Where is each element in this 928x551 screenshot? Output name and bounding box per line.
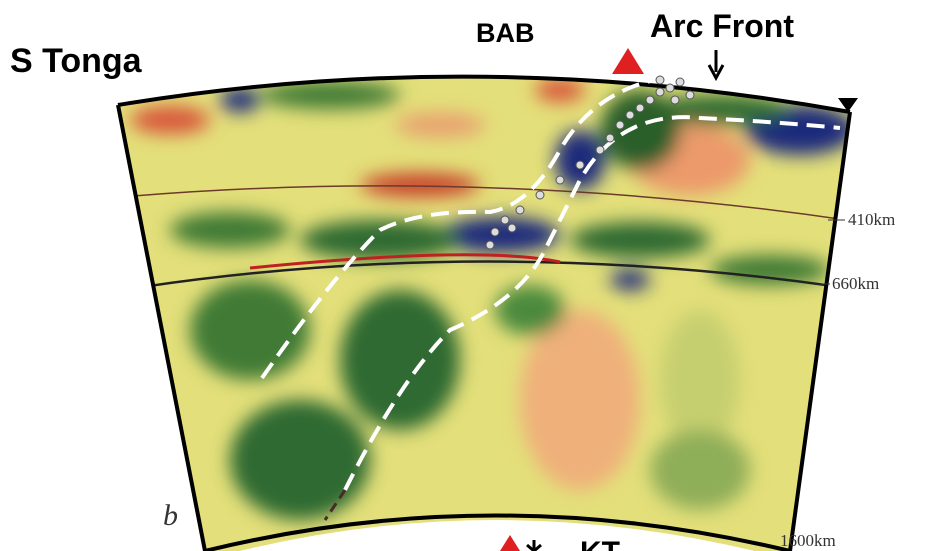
figure: S Tonga BAB Arc Front 410km 660km 1600km… xyxy=(0,0,928,551)
bab-label: BAB xyxy=(476,18,535,48)
volcano-marker xyxy=(612,48,644,74)
kt-volcano xyxy=(500,535,520,551)
region-label: S Tonga xyxy=(10,42,143,80)
depth-660-label: 660km xyxy=(832,274,879,293)
kt-arrow xyxy=(527,540,541,551)
depth-410-label: 410km xyxy=(848,210,895,229)
kt-label: KT xyxy=(580,536,620,551)
depth-1600-label: 1600km xyxy=(780,531,836,550)
tomography-section xyxy=(100,40,880,551)
arc-front-arrow xyxy=(709,50,723,78)
arc-front-label: Arc Front xyxy=(650,8,794,44)
panel-label: b xyxy=(163,499,178,532)
